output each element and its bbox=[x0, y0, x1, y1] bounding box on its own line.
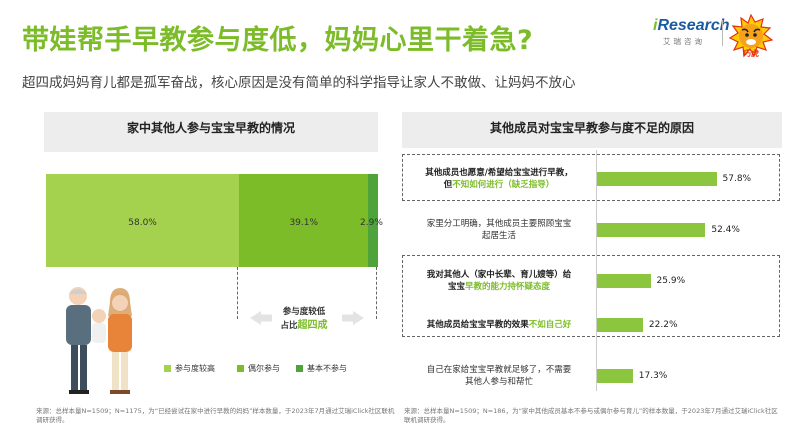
left-source-note: 来源：总样本量N=1509；N=1175，为“已经尝试在家中进行早教的妈妈”样本… bbox=[36, 407, 395, 424]
reason-bar-2 bbox=[597, 223, 706, 237]
reason-value-3: 25.9% bbox=[656, 276, 686, 286]
right-source-note: 来源：总样本量N=1509；N=186，为“家中其他成员基本不参与或偶尔参与育儿… bbox=[404, 407, 778, 424]
right-chart-title: 其他成员对宝宝早教参与度不足的原因 bbox=[489, 121, 694, 135]
callout-highlight: 超四成 bbox=[297, 320, 328, 331]
stacked-bar: 58.0% 39.1% 2.9% bbox=[46, 174, 383, 267]
bar-segment-2 bbox=[238, 174, 369, 267]
callout-guide-right bbox=[376, 267, 377, 319]
reason-bar-5 bbox=[597, 369, 633, 383]
reason-bar-3 bbox=[597, 274, 651, 288]
legend-swatch-occasional bbox=[237, 365, 244, 372]
right-chart-axis bbox=[596, 150, 597, 391]
reason-value-2: 52.4% bbox=[711, 225, 740, 235]
reason-value-4: 22.2% bbox=[648, 320, 678, 330]
reason-label-5: 自己在家给宝宝早教就足够了，不需要 其他人参与和帮忙 bbox=[426, 365, 572, 387]
reason-value-1: 57.8% bbox=[722, 174, 752, 184]
legend-swatch-high bbox=[164, 365, 171, 372]
highlight-box-top bbox=[402, 154, 780, 201]
callout-guide-left bbox=[237, 267, 238, 319]
brand-name: Research bbox=[657, 17, 730, 34]
low-participation-callout: 参与度较低 占比超四成 bbox=[276, 306, 332, 333]
callout-line1: 参与度较低 bbox=[282, 307, 326, 317]
brand-sub: 艾瑞咨询 bbox=[663, 37, 705, 46]
reason-label-4: 其他成员给宝宝早教的效果不如自己好 bbox=[426, 320, 572, 330]
arrow-left-icon bbox=[250, 311, 272, 325]
iresearch-logo: iResearch 艾瑞咨询 bbox=[653, 16, 730, 56]
highlight-box-middle bbox=[402, 255, 780, 337]
callout-prefix: 占比 bbox=[280, 321, 298, 331]
bar-segment-3 bbox=[368, 174, 378, 267]
legend-label-none: 基本不参与 bbox=[307, 364, 347, 373]
legend-label-occasional: 偶尔参与 bbox=[248, 364, 280, 373]
right-plot-area bbox=[402, 148, 782, 400]
legend-item-none: 基本不参与 bbox=[296, 364, 347, 374]
legend-swatch-none bbox=[296, 365, 303, 372]
bar-segment-label-3: 2.9% bbox=[360, 218, 383, 228]
arrow-right-icon bbox=[342, 311, 364, 325]
left-chart-title: 家中其他人参与宝宝早教的情况 bbox=[126, 121, 295, 135]
reason-value-5: 17.3% bbox=[638, 371, 668, 381]
page-subtitle: 超四成妈妈育儿都是孤军奋战，核心原因是没有简单的科学指导让家人不敢做、让妈妈不放… bbox=[22, 75, 576, 91]
reason-bar-4 bbox=[597, 318, 643, 332]
brand-i: i bbox=[653, 17, 658, 34]
reason-label-3: 我对其他人（家中长辈、育儿嫂等）给 宝宝早教的能力持怀疑态度 bbox=[426, 270, 572, 292]
logo-divider bbox=[722, 20, 723, 46]
reason-bar-1 bbox=[597, 172, 717, 186]
bar-segment-1 bbox=[46, 174, 239, 267]
page-title: 带娃帮手早教参与度低，妈妈心里干着急? bbox=[22, 25, 534, 56]
legend-item-occasional: 偶尔参与 bbox=[237, 364, 280, 374]
legend-item-high: 参与度较高 bbox=[164, 364, 215, 374]
qiaohu-logo: 巧虎 bbox=[728, 14, 774, 58]
legend-label-high: 参与度较高 bbox=[175, 364, 215, 373]
reason-label-2: 家里分工明确，其他成员主要照顾宝宝 起居生活 bbox=[426, 219, 572, 241]
family-illustration bbox=[66, 287, 132, 394]
reason-label-1: 其他成员也愿意/希望给宝宝进行早教， 但不知如何进行（缺乏指导） bbox=[425, 168, 573, 190]
partner-logo-text: 巧虎 bbox=[743, 48, 759, 58]
bar-segment-label-2: 39.1% bbox=[289, 218, 319, 228]
bar-segment-label-1: 58.0% bbox=[128, 218, 157, 228]
